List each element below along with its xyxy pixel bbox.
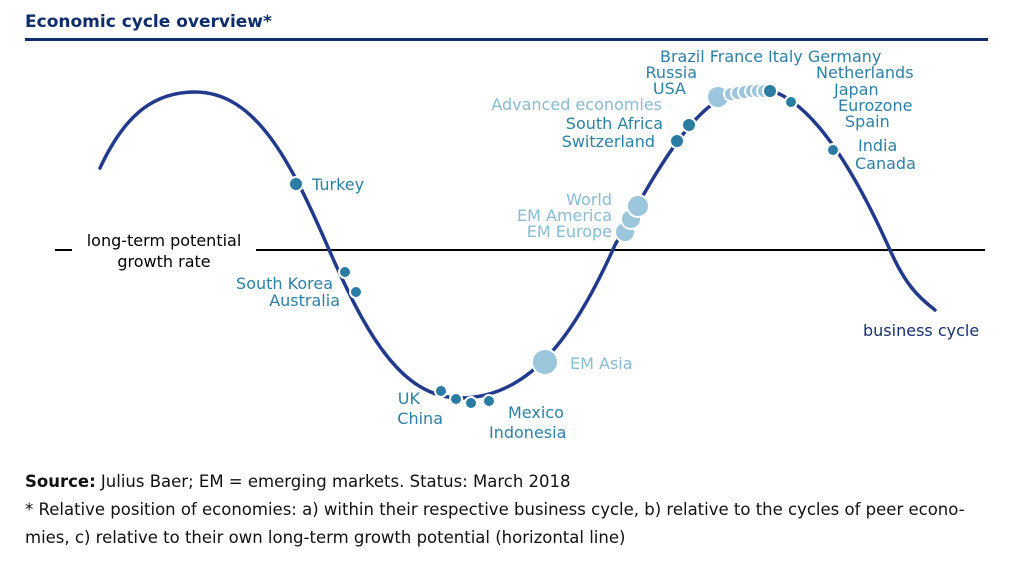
marker-right-slope-lower <box>826 143 840 157</box>
label-south-africa: South Africa <box>565 114 663 134</box>
marker-china <box>449 392 463 406</box>
label-south-korea: South Korea <box>236 274 333 294</box>
label-india: India <box>858 136 898 156</box>
source-line: Source: Julius Baer; EM = emerging marke… <box>25 468 1000 496</box>
baseline-label: long-term potential growth rate <box>72 230 256 272</box>
label-netherlands: Netherlands <box>816 63 914 83</box>
label-uk: UK <box>397 389 420 409</box>
label-japan: Japan <box>834 80 879 100</box>
label-australia: Australia <box>269 291 340 311</box>
marker-south-korea <box>338 265 352 279</box>
label-china: China <box>397 409 443 429</box>
title-underline <box>25 38 988 41</box>
label-indonesia: Indonesia <box>489 423 567 443</box>
marker-peak-dark <box>762 83 778 99</box>
label-canada: Canada <box>855 154 916 174</box>
label-switzerland: Switzerland <box>561 132 655 152</box>
marker-south-africa <box>681 117 697 133</box>
label-advanced-economies: Advanced economies <box>491 95 662 115</box>
marker-turkey <box>288 176 304 192</box>
marker-world <box>626 194 650 218</box>
label-eurozone: Eurozone <box>838 96 913 116</box>
footnote-line-2: mies, c) relative to their own long-term… <box>25 528 626 547</box>
marker-uk <box>434 384 448 398</box>
baseline-label-line1: long-term potential <box>86 231 242 250</box>
source-label: Source: <box>25 472 96 491</box>
marker-em-asia <box>531 348 559 376</box>
baseline-label-line2: growth rate <box>117 252 211 271</box>
label-russia: Russia <box>645 63 697 83</box>
source-text: Julius Baer; EM = emerging markets. Stat… <box>95 472 571 491</box>
label-mexico: Mexico <box>508 403 564 423</box>
label-turkey: Turkey <box>312 175 365 195</box>
label-em-america: EM America <box>517 206 612 226</box>
marker-australia <box>349 285 363 299</box>
page-title: Economic cycle overview* <box>25 12 272 32</box>
label-spain: Spain <box>845 112 890 132</box>
label-brazil-france-italy-germany: Brazil France Italy Germany <box>660 47 882 67</box>
marker-switzerland <box>669 133 685 149</box>
label-world: World <box>566 190 612 210</box>
footer: Source: Julius Baer; EM = emerging marke… <box>25 468 1000 552</box>
marker-indonesia <box>482 394 496 408</box>
label-usa: USA <box>652 79 686 99</box>
marker-mexico <box>464 396 478 410</box>
marker-right-slope-upper <box>784 95 798 109</box>
label-em-europe: EM Europe <box>526 222 612 242</box>
label-business-cycle: business cycle <box>863 321 980 341</box>
footnote-line-1: * Relative position of economies: a) wit… <box>25 500 965 519</box>
label-em-asia: EM Asia <box>570 354 633 374</box>
